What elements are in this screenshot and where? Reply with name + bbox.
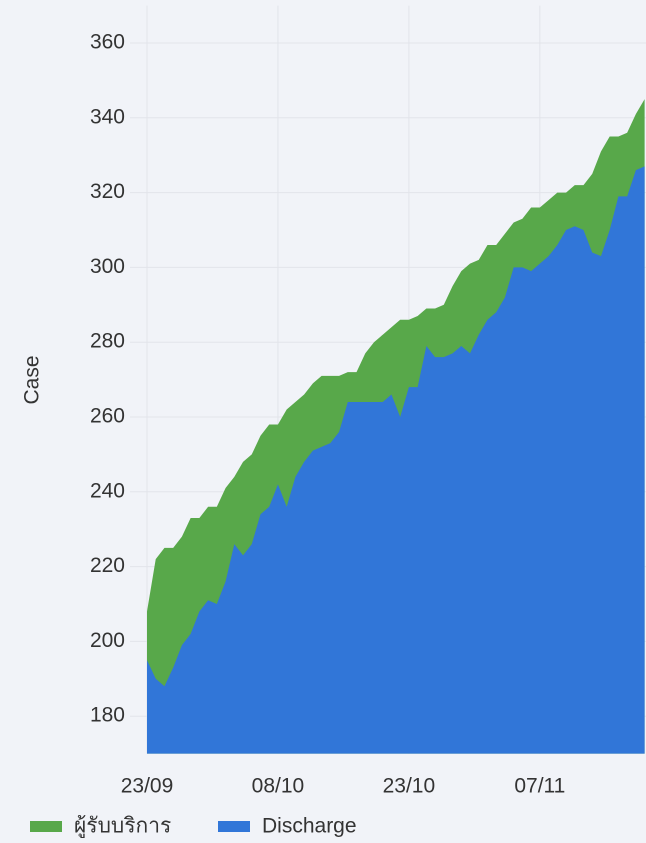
y-tick-label: 280 xyxy=(90,330,125,353)
area xyxy=(147,166,646,754)
x-tick-label: 23/09 xyxy=(121,775,174,798)
y-tick-label: 180 xyxy=(90,704,125,727)
y-tick-label: 220 xyxy=(90,554,125,577)
y-tick-label: 240 xyxy=(90,479,125,502)
y-tick-label: 260 xyxy=(90,405,125,428)
y-tick-label: 360 xyxy=(90,31,125,54)
legend-swatch xyxy=(218,821,250,832)
y-tick-label: 320 xyxy=(90,180,125,203)
y-axis-label: Case xyxy=(21,355,44,404)
x-tick-label: 08/10 xyxy=(252,775,305,798)
legend-label: ผู้รับบริการ xyxy=(74,815,171,839)
y-tick-label: 300 xyxy=(90,255,125,278)
legend-label: Discharge xyxy=(262,815,357,838)
y-tick-label: 340 xyxy=(90,105,125,128)
legend-swatch xyxy=(30,821,62,832)
x-tick-label: 23/10 xyxy=(383,775,436,798)
x-tick-label: 07/11 xyxy=(514,775,565,798)
y-tick-label: 200 xyxy=(90,629,125,652)
